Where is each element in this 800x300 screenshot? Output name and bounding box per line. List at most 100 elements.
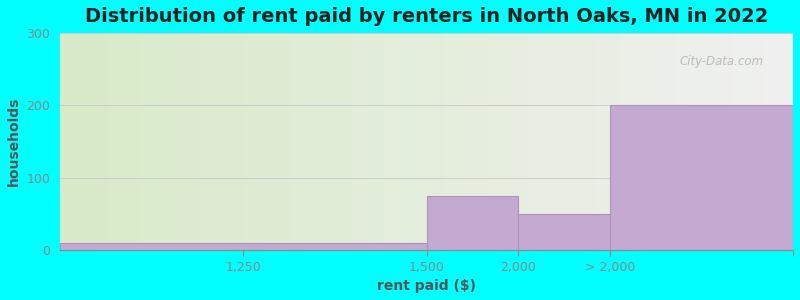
Bar (762, 33, 764, 250)
Bar (781, 33, 783, 250)
Bar (153, 33, 155, 250)
Bar (495, 33, 498, 250)
Bar (649, 33, 651, 250)
Bar (551, 33, 554, 250)
Bar (537, 33, 539, 250)
Bar (60, 33, 62, 250)
Bar (539, 33, 542, 250)
Bar (287, 33, 290, 250)
Bar (661, 33, 663, 250)
Bar (187, 33, 190, 250)
Bar (549, 33, 551, 250)
Bar (598, 33, 600, 250)
Bar (468, 33, 470, 250)
Bar (312, 33, 314, 250)
Bar (302, 33, 305, 250)
Bar (118, 33, 121, 250)
Bar (771, 33, 774, 250)
Bar (146, 33, 148, 250)
Bar (175, 33, 178, 250)
Bar (512, 33, 514, 250)
Bar (324, 33, 326, 250)
Bar (426, 33, 429, 250)
Bar (473, 33, 475, 250)
Bar (351, 33, 354, 250)
Bar (263, 33, 266, 250)
Bar (74, 33, 77, 250)
Bar (319, 33, 322, 250)
Bar (417, 33, 419, 250)
Bar (194, 33, 197, 250)
Bar (681, 33, 683, 250)
Bar (627, 33, 630, 250)
Bar (705, 33, 707, 250)
Bar (573, 33, 576, 250)
Bar (398, 33, 400, 250)
Bar (290, 33, 292, 250)
Bar (581, 33, 583, 250)
Bar (651, 33, 654, 250)
Bar (776, 33, 778, 250)
Bar (80, 33, 82, 250)
Bar (382, 33, 385, 250)
Bar (486, 33, 488, 250)
Bar (258, 33, 261, 250)
Bar (727, 33, 730, 250)
Bar (192, 33, 194, 250)
Bar (759, 33, 762, 250)
Bar (451, 33, 454, 250)
Bar (410, 33, 412, 250)
Bar (238, 33, 241, 250)
Bar (695, 33, 698, 250)
Bar (446, 33, 449, 250)
Bar (99, 33, 102, 250)
Bar (558, 33, 561, 250)
Bar (498, 33, 500, 250)
Bar (522, 33, 524, 250)
Bar (373, 33, 375, 250)
Bar (593, 33, 595, 250)
Bar (730, 33, 732, 250)
Bar (248, 33, 250, 250)
Bar (155, 33, 158, 250)
Bar (343, 33, 346, 250)
Bar (526, 33, 529, 250)
Bar (305, 33, 307, 250)
Bar (686, 33, 688, 250)
Bar (630, 33, 632, 250)
Bar (354, 33, 356, 250)
Bar (532, 33, 534, 250)
Bar (707, 33, 710, 250)
Bar (402, 33, 405, 250)
Bar (766, 33, 769, 250)
Bar (87, 33, 90, 250)
Bar (158, 33, 160, 250)
Bar (317, 33, 319, 250)
Bar (282, 33, 285, 250)
Bar (395, 33, 398, 250)
Bar (669, 33, 671, 250)
Bar (97, 33, 99, 250)
Bar (674, 33, 676, 250)
Bar (310, 33, 312, 250)
Bar (622, 33, 625, 250)
Bar (744, 33, 746, 250)
Bar (436, 33, 438, 250)
Bar (224, 33, 226, 250)
Bar (285, 33, 287, 250)
Bar (197, 33, 199, 250)
Bar (338, 33, 341, 250)
Bar (299, 33, 302, 250)
Bar (141, 33, 143, 250)
Bar (322, 33, 324, 250)
Bar (165, 33, 167, 250)
Bar (478, 33, 480, 250)
Bar (456, 33, 458, 250)
Bar (268, 33, 270, 250)
Bar (480, 33, 482, 250)
Bar (739, 33, 742, 250)
X-axis label: rent paid ($): rent paid ($) (377, 279, 476, 293)
Bar (586, 33, 588, 250)
Bar (65, 33, 67, 250)
Bar (126, 33, 129, 250)
